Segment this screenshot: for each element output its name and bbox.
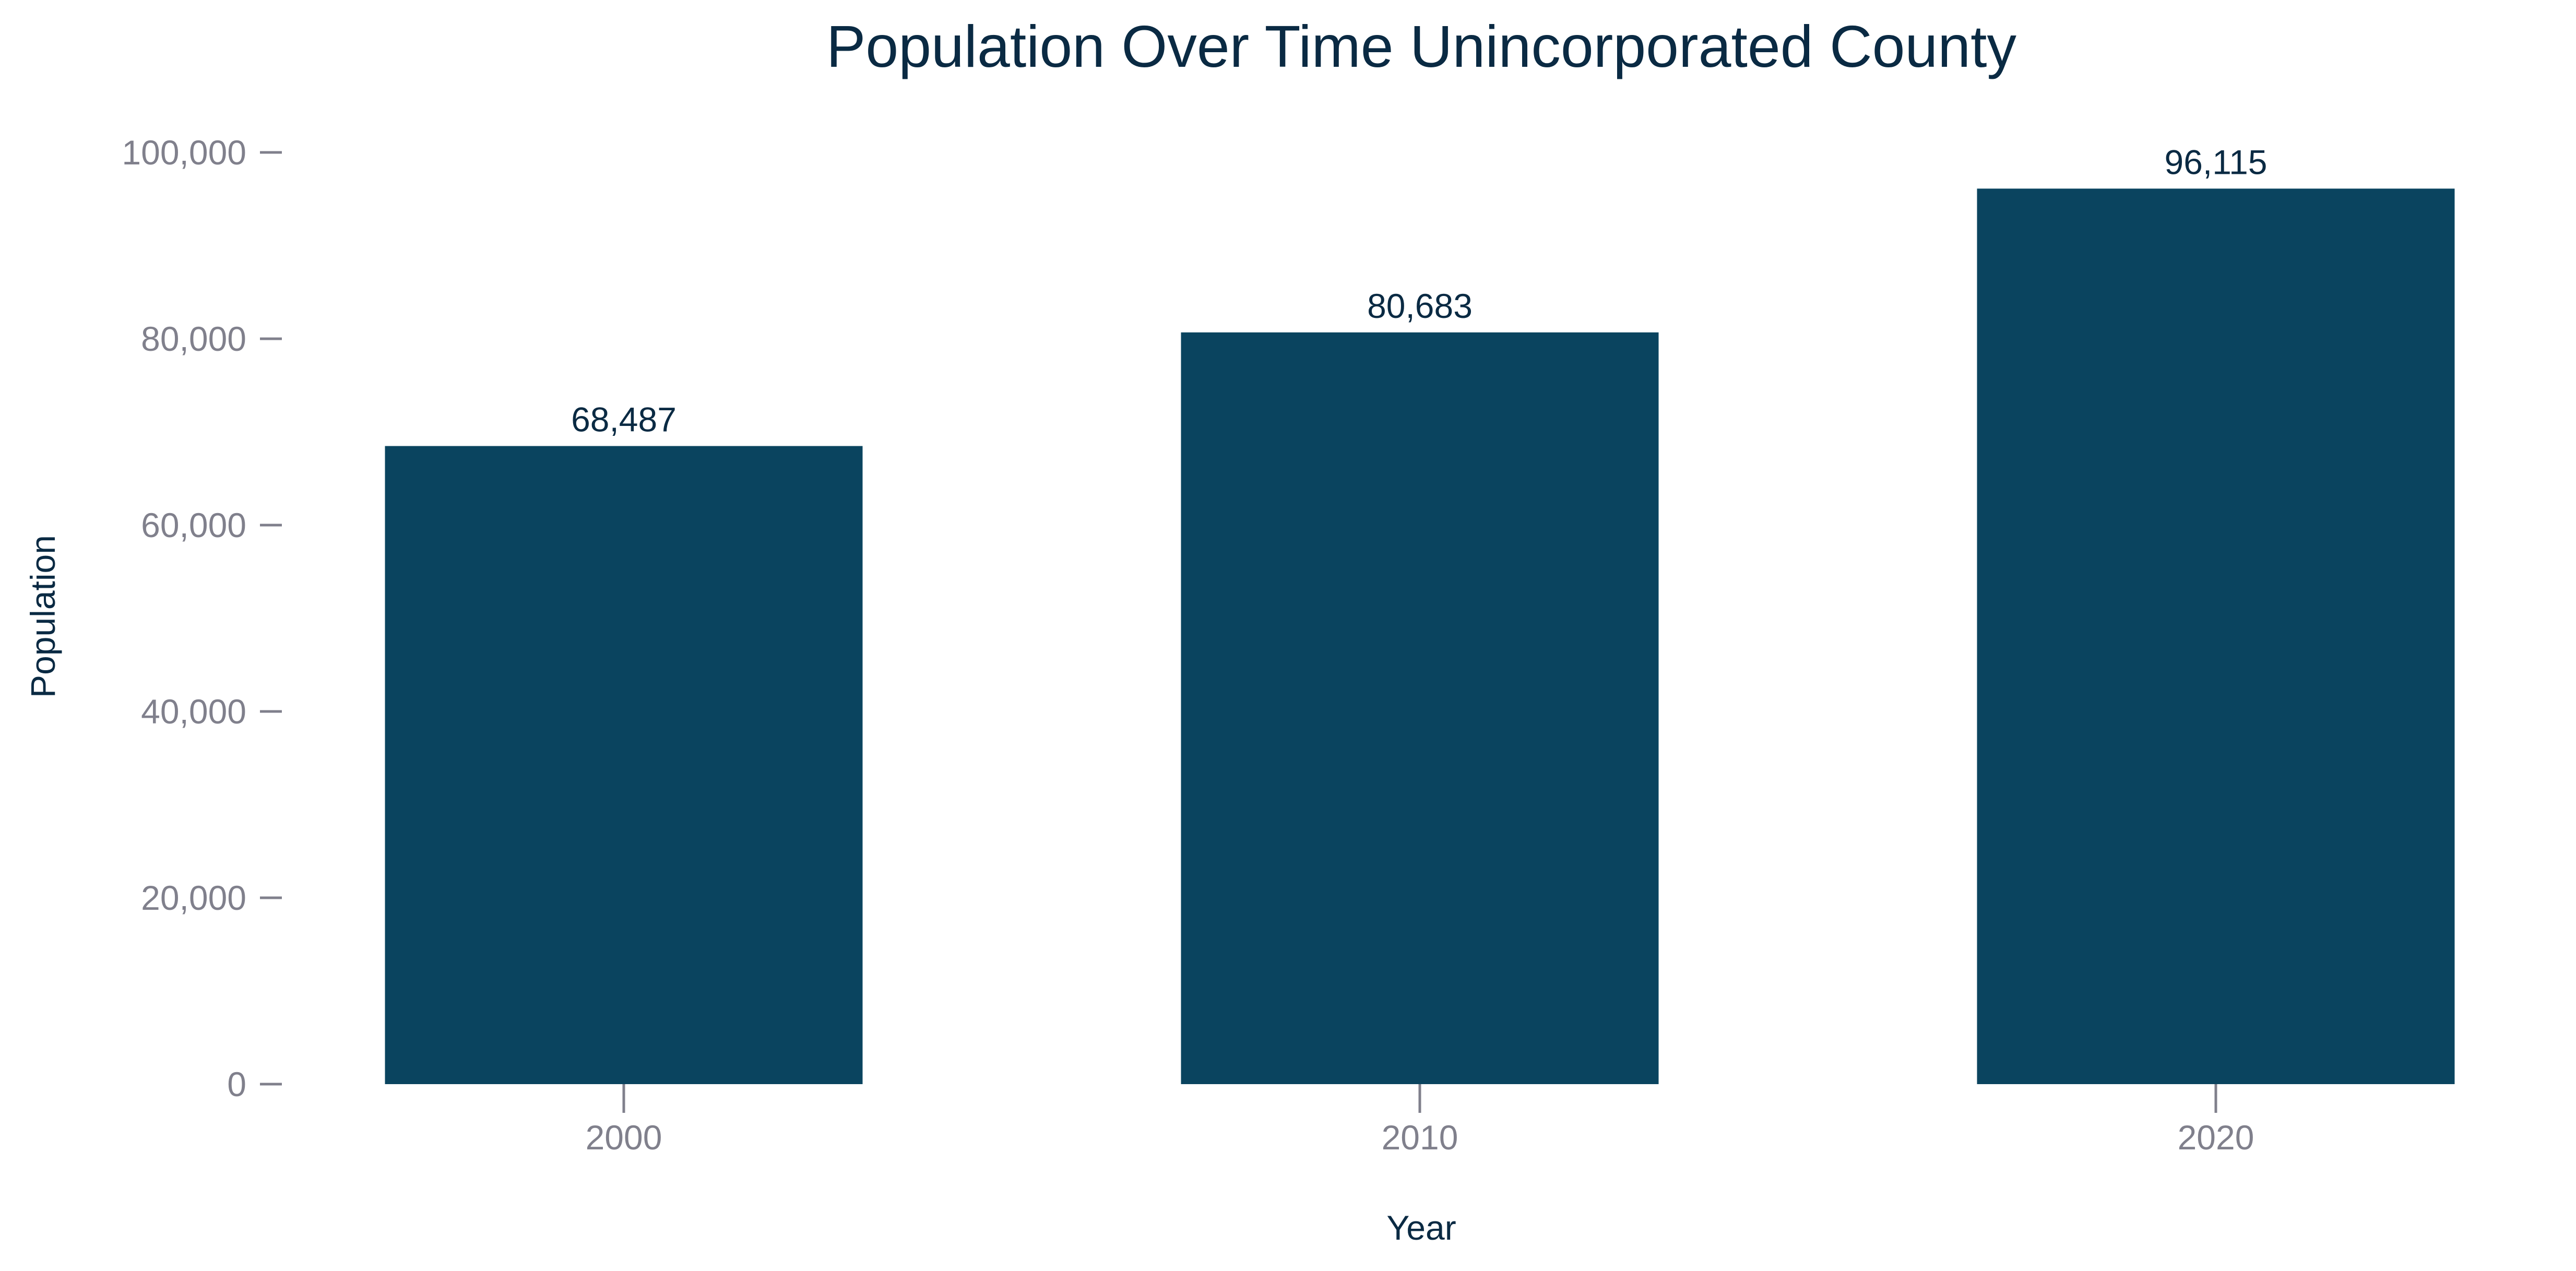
y-tick-label: 0: [227, 1065, 246, 1103]
bar-2010: [1181, 332, 1659, 1084]
data-label: 80,683: [1367, 287, 1473, 325]
bar-2020: [1977, 188, 2455, 1084]
y-tick-label: 60,000: [141, 506, 246, 544]
data-labels-group: 68,487 80,683 96,115: [571, 142, 2267, 438]
y-tick-label: 40,000: [141, 692, 246, 731]
bar-2000: [385, 446, 863, 1084]
y-axis-title: Population: [23, 535, 62, 698]
data-label: 96,115: [2165, 142, 2268, 181]
x-tick-label: 2020: [2178, 1118, 2254, 1157]
x-axis-title: Year: [1386, 1208, 1456, 1247]
y-tick-label: 100,000: [122, 133, 246, 172]
chart-title: Population Over Time Unincorporated Coun…: [826, 14, 2017, 79]
x-tick-label: 2000: [586, 1118, 662, 1157]
bars-group: [385, 188, 2455, 1084]
y-tick-label: 20,000: [141, 878, 246, 917]
y-tick-label: 80,000: [141, 319, 246, 358]
x-tick-label: 2010: [1382, 1118, 1458, 1157]
data-label: 68,487: [571, 400, 676, 439]
x-axis: 2000 2010 2020: [586, 1084, 2254, 1157]
y-axis: 0 20,000 40,000 60,000 80,000 100,000: [122, 133, 282, 1103]
